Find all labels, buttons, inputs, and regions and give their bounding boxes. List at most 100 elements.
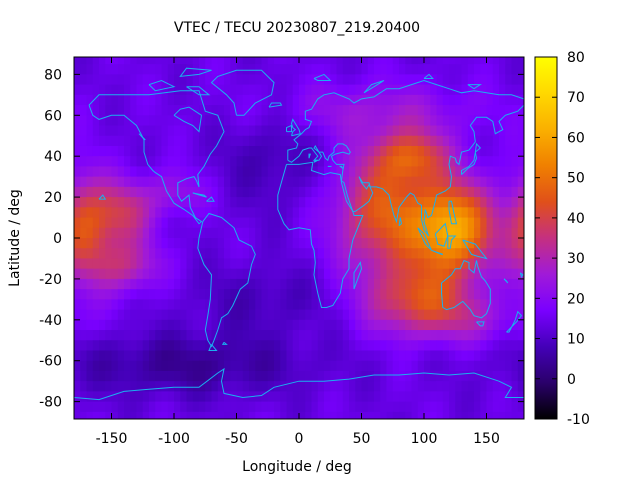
- heatmap-cell: [367, 207, 375, 219]
- heatmap-cell: [499, 268, 506, 280]
- heatmap-cell: [411, 268, 419, 280]
- heatmap-cell: [461, 411, 469, 419]
- heatmap-cell: [436, 176, 444, 188]
- heatmap-cell: [467, 391, 475, 403]
- heatmap-cell: [274, 145, 281, 157]
- heatmap-cell: [86, 350, 94, 362]
- heatmap-cell: [436, 319, 444, 331]
- heatmap-cell: [255, 135, 263, 147]
- heatmap-cell: [74, 135, 81, 147]
- heatmap-cell: [299, 64, 306, 75]
- heatmap-cell: [486, 217, 494, 229]
- heatmap-cell: [217, 238, 225, 249]
- heatmap-cell: [336, 248, 344, 260]
- heatmap-cell: [292, 64, 300, 75]
- heatmap-cell: [274, 176, 281, 188]
- heatmap-cell: [211, 94, 219, 106]
- heatmap-cell: [424, 268, 431, 280]
- heatmap-cell: [111, 145, 119, 157]
- heatmap-cell: [99, 238, 106, 249]
- heatmap-cell: [105, 309, 113, 321]
- heatmap-cell: [105, 268, 113, 280]
- heatmap-cell: [255, 381, 263, 392]
- heatmap-cell: [405, 381, 413, 392]
- heatmap-cell: [92, 268, 100, 280]
- heatmap-cell: [124, 268, 131, 280]
- heatmap-cell: [267, 125, 275, 137]
- heatmap-cell: [505, 207, 513, 219]
- heatmap-cell: [130, 401, 138, 413]
- heatmap-cell: [474, 309, 481, 321]
- heatmap-cell: [417, 319, 425, 331]
- heatmap-cell: [330, 309, 338, 321]
- heatmap-cell: [149, 370, 156, 382]
- heatmap-cell: [280, 57, 288, 65]
- heatmap-cell: [305, 227, 313, 239]
- heatmap-cell: [249, 248, 256, 260]
- heatmap-cell: [342, 145, 350, 157]
- heatmap-cell: [192, 115, 200, 127]
- heatmap-cell: [336, 268, 344, 280]
- heatmap-cell: [92, 186, 100, 198]
- heatmap-cell: [280, 156, 288, 168]
- heatmap-cell: [211, 84, 219, 96]
- heatmap-cell: [455, 115, 463, 127]
- heatmap-cell: [217, 186, 225, 198]
- heatmap-cell: [267, 145, 275, 157]
- heatmap-cell: [155, 330, 163, 341]
- heatmap-cell: [267, 268, 275, 280]
- heatmap-cell: [192, 166, 200, 178]
- heatmap-cell: [292, 105, 300, 116]
- heatmap-cell: [442, 64, 450, 75]
- heatmap-cell: [149, 319, 156, 331]
- heatmap-cell: [305, 278, 313, 290]
- heatmap-cell: [142, 391, 150, 403]
- heatmap-cell: [161, 268, 169, 280]
- heatmap-cell: [236, 145, 244, 157]
- heatmap-cell: [324, 340, 331, 352]
- heatmap-cell: [199, 258, 206, 270]
- heatmap-cell: [424, 278, 431, 290]
- heatmap-cell: [405, 309, 413, 321]
- heatmap-cell: [99, 207, 106, 219]
- heatmap-cell: [442, 145, 450, 157]
- heatmap-cell: [380, 350, 388, 362]
- heatmap-cell: [330, 278, 338, 290]
- heatmap-cell: [311, 299, 319, 311]
- heatmap-cell: [386, 238, 394, 249]
- heatmap-cell: [99, 360, 106, 372]
- heatmap-cell: [286, 84, 294, 96]
- heatmap-cell: [317, 207, 325, 219]
- heatmap-cell: [280, 289, 288, 300]
- heatmap-cell: [199, 381, 206, 392]
- heatmap-cell: [486, 84, 494, 96]
- heatmap-cell: [349, 289, 356, 300]
- heatmap-cell: [130, 411, 138, 419]
- heatmap-cell: [486, 207, 494, 219]
- heatmap-cell: [124, 289, 131, 300]
- heatmap-cell: [86, 299, 94, 311]
- heatmap-cell: [86, 238, 94, 249]
- heatmap-cell: [192, 299, 200, 311]
- heatmap-cell: [380, 299, 388, 311]
- heatmap-cell: [236, 84, 244, 96]
- heatmap-cell: [186, 401, 194, 413]
- heatmap-cell: [92, 330, 100, 341]
- heatmap-cell: [74, 360, 81, 372]
- heatmap-cell: [380, 278, 388, 290]
- heatmap-cell: [474, 278, 481, 290]
- heatmap-cell: [192, 74, 200, 86]
- heatmap-cell: [424, 166, 431, 178]
- heatmap-cell: [499, 278, 506, 290]
- heatmap-cell: [449, 391, 456, 403]
- heatmap-cell: [417, 125, 425, 137]
- heatmap-cell: [405, 401, 413, 413]
- heatmap-cell: [311, 391, 319, 403]
- heatmap-cell: [205, 125, 213, 137]
- heatmap-cell: [280, 411, 288, 419]
- heatmap-cell: [267, 401, 275, 413]
- heatmap-cell: [155, 217, 163, 229]
- heatmap-cell: [286, 186, 294, 198]
- heatmap-cell: [386, 350, 394, 362]
- heatmap-cell: [499, 166, 506, 178]
